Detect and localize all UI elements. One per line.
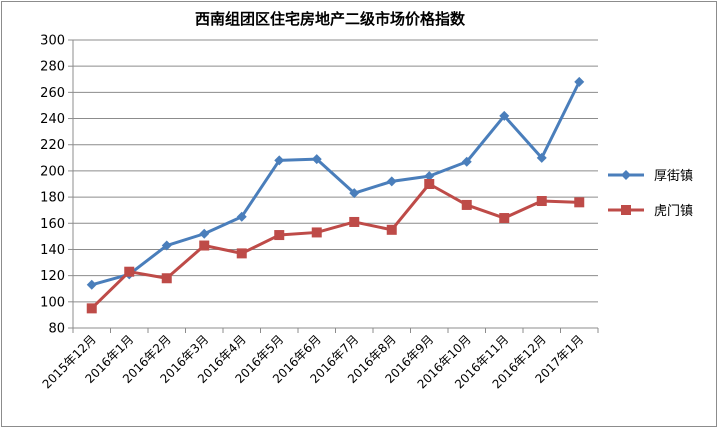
y-tick-label: 240 [40,112,65,127]
data-point-1 [386,176,397,187]
y-tick-label: 260 [40,86,65,101]
data-point-1 [424,171,435,182]
legend-label-2: 虎门镇 [654,204,693,219]
data-point-2 [161,273,172,284]
y-tick-label: 120 [40,269,65,284]
data-point-2 [499,213,510,224]
data-point-1 [574,76,585,87]
data-point-2 [424,179,435,189]
series-line-1 [91,81,581,287]
chart-title: 西南组团区住宅房地产二级市场价格指数 [194,10,465,28]
data-point-1 [349,188,360,199]
legend-marker-1 [621,170,631,180]
data-point-1 [236,211,247,222]
y-tick-label: 200 [40,164,65,179]
y-tick-label: 180 [40,191,65,206]
data-point-2 [574,197,585,208]
y-tick-label: 160 [40,217,65,232]
y-tick-label: 280 [40,60,65,75]
data-point-1 [499,110,510,121]
data-point-2 [386,224,397,235]
data-point-2 [536,196,547,207]
data-point-2 [236,248,247,259]
data-point-1 [536,152,547,163]
series-line-2 [90,182,580,310]
legend-label-1: 厚街镇 [654,169,693,184]
data-point-2 [124,266,135,277]
data-point-2 [349,216,360,227]
y-tick-label: 220 [40,138,65,153]
y-tick-label: 100 [40,295,65,310]
y-tick-label: 140 [40,243,65,258]
data-point-1 [86,279,97,290]
y-tick-label: 300 [40,34,65,49]
y-tick-label: 80 [48,322,65,337]
data-point-1 [161,240,172,251]
data-point-2 [199,240,210,251]
data-point-1 [311,154,322,165]
data-point-1 [199,228,210,239]
data-point-1 [274,155,285,166]
legend-marker-2 [621,205,631,215]
data-point-1 [461,156,472,167]
data-point-2 [86,303,97,314]
data-point-2 [311,227,322,238]
data-point-2 [274,230,285,241]
data-point-2 [461,199,472,210]
